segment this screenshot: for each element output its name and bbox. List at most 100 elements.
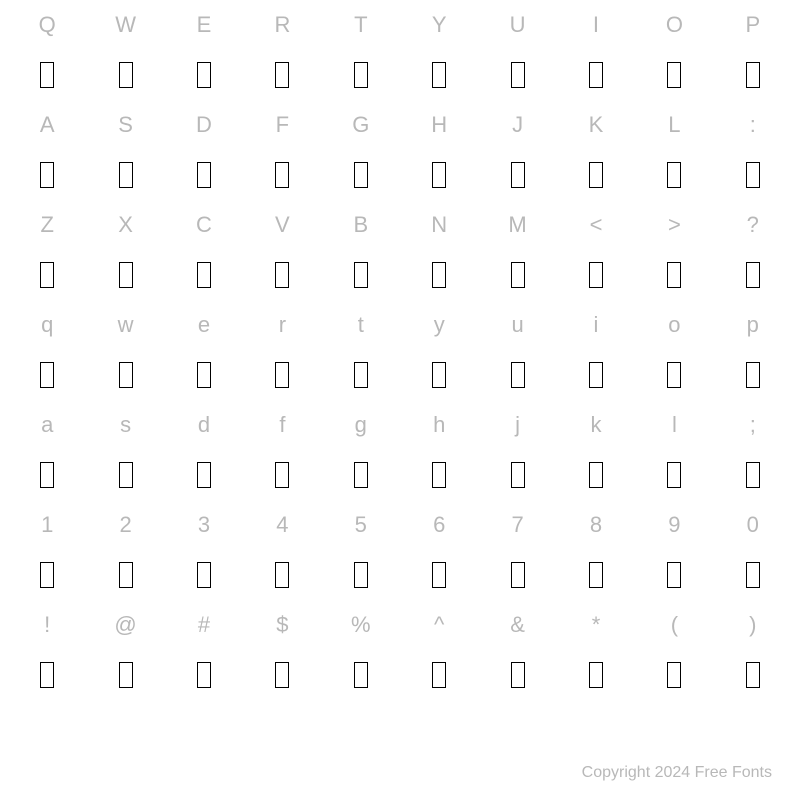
char-label: % xyxy=(322,600,400,650)
glyph-cell xyxy=(400,250,478,300)
char-label: 0 xyxy=(714,500,792,550)
missing-glyph-icon xyxy=(354,162,368,188)
glyph-cell xyxy=(243,250,321,300)
char-label: 8 xyxy=(557,500,635,550)
char-label: p xyxy=(714,300,792,350)
char-label: t xyxy=(322,300,400,350)
glyph-cell xyxy=(86,450,164,500)
char-label-text: O xyxy=(666,12,683,38)
char-label-text: 4 xyxy=(276,512,288,538)
char-label-text: o xyxy=(668,312,680,338)
glyph-cell xyxy=(635,150,713,200)
glyph-cell xyxy=(714,50,792,100)
glyph-cell xyxy=(635,250,713,300)
missing-glyph-icon xyxy=(119,662,133,688)
missing-glyph-icon xyxy=(40,262,54,288)
glyph-cell xyxy=(478,650,556,700)
char-label-text: j xyxy=(515,412,520,438)
missing-glyph-icon xyxy=(40,362,54,388)
char-label-text: ) xyxy=(749,612,756,638)
missing-glyph-icon xyxy=(275,562,289,588)
char-label: u xyxy=(478,300,556,350)
char-label: & xyxy=(478,600,556,650)
missing-glyph-icon xyxy=(40,162,54,188)
missing-glyph-icon xyxy=(667,462,681,488)
char-label: V xyxy=(243,200,321,250)
glyph-cell xyxy=(86,50,164,100)
glyph-cell xyxy=(8,450,86,500)
missing-glyph-icon xyxy=(667,62,681,88)
char-label-text: p xyxy=(747,312,759,338)
glyph-cell xyxy=(714,150,792,200)
char-label-text: 7 xyxy=(511,512,523,538)
glyph-cell xyxy=(8,250,86,300)
char-label-text: U xyxy=(510,12,526,38)
glyph-cell xyxy=(243,350,321,400)
missing-glyph-icon xyxy=(432,662,446,688)
char-label: a xyxy=(8,400,86,450)
missing-glyph-icon xyxy=(40,462,54,488)
char-label-text: # xyxy=(198,612,210,638)
char-label-text: g xyxy=(355,412,367,438)
char-label: Y xyxy=(400,0,478,50)
glyph-cell xyxy=(635,350,713,400)
missing-glyph-icon xyxy=(432,362,446,388)
glyph-cell xyxy=(478,250,556,300)
missing-glyph-icon xyxy=(432,162,446,188)
missing-glyph-icon xyxy=(511,362,525,388)
glyph-cell xyxy=(400,350,478,400)
glyph-cell xyxy=(86,350,164,400)
missing-glyph-icon xyxy=(354,562,368,588)
char-label-text: f xyxy=(279,412,285,438)
glyph-cell xyxy=(714,450,792,500)
char-label-text: q xyxy=(41,312,53,338)
glyph-cell xyxy=(400,150,478,200)
char-label: X xyxy=(86,200,164,250)
char-label: P xyxy=(714,0,792,50)
glyph-cell xyxy=(322,250,400,300)
glyph-cell xyxy=(714,650,792,700)
missing-glyph-icon xyxy=(746,562,760,588)
missing-glyph-icon xyxy=(746,462,760,488)
char-label: J xyxy=(478,100,556,150)
char-label: w xyxy=(86,300,164,350)
glyph-cell xyxy=(322,150,400,200)
char-label-text: < xyxy=(590,212,603,238)
char-label-text: ! xyxy=(44,612,50,638)
char-label-text: F xyxy=(276,112,289,138)
missing-glyph-icon xyxy=(667,162,681,188)
missing-glyph-icon xyxy=(589,62,603,88)
missing-glyph-icon xyxy=(119,462,133,488)
missing-glyph-icon xyxy=(354,662,368,688)
glyph-cell xyxy=(635,450,713,500)
glyph-cell xyxy=(165,150,243,200)
char-label: @ xyxy=(86,600,164,650)
missing-glyph-icon xyxy=(589,662,603,688)
char-label: 6 xyxy=(400,500,478,550)
glyph-cell xyxy=(86,250,164,300)
missing-glyph-icon xyxy=(354,262,368,288)
char-label-text: P xyxy=(745,12,760,38)
char-label: 7 xyxy=(478,500,556,550)
glyph-cell xyxy=(322,550,400,600)
char-label: K xyxy=(557,100,635,150)
char-label: L xyxy=(635,100,713,150)
glyph-cell xyxy=(478,350,556,400)
glyph-cell xyxy=(714,350,792,400)
char-label: ! xyxy=(8,600,86,650)
char-label-text: ^ xyxy=(434,612,444,638)
char-label: g xyxy=(322,400,400,450)
glyph-cell xyxy=(557,450,635,500)
char-label-text: i xyxy=(594,312,599,338)
char-label: 3 xyxy=(165,500,243,550)
missing-glyph-icon xyxy=(40,662,54,688)
char-label-text: * xyxy=(592,612,601,638)
char-label: o xyxy=(635,300,713,350)
glyph-cell xyxy=(8,650,86,700)
char-label-text: a xyxy=(41,412,53,438)
glyph-cell xyxy=(86,550,164,600)
char-label-text: V xyxy=(275,212,290,238)
char-label-text: Q xyxy=(39,12,56,38)
missing-glyph-icon xyxy=(667,362,681,388)
missing-glyph-icon xyxy=(746,362,760,388)
